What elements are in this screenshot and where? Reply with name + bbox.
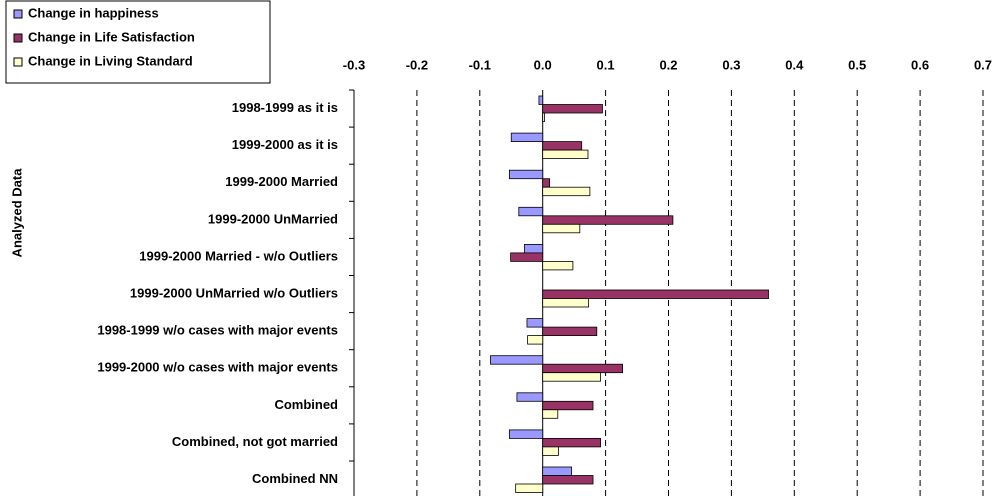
bar	[542, 446, 559, 456]
bar	[542, 112, 545, 122]
bar	[510, 252, 544, 262]
x-tick-label: 0.2	[659, 57, 677, 72]
y-tick-label: Combined	[274, 397, 338, 412]
bar	[542, 466, 573, 476]
bar	[527, 335, 544, 345]
bar	[538, 95, 544, 105]
bar	[542, 326, 598, 337]
bar	[542, 363, 623, 374]
bar	[542, 104, 603, 114]
bar	[542, 186, 591, 197]
y-tick-label: Combined NN	[252, 471, 338, 486]
bar	[542, 215, 674, 225]
bar	[526, 318, 544, 328]
bar	[542, 475, 594, 485]
x-tick-label: 0.1	[597, 57, 615, 72]
bar	[542, 223, 581, 234]
y-axis-label: Analyzed Data	[9, 168, 24, 258]
bar	[542, 298, 590, 308]
x-tick-label: 0.4	[785, 57, 804, 72]
x-tick-label: 0.3	[722, 57, 740, 72]
bar	[490, 355, 544, 365]
bar	[510, 132, 544, 143]
legend-swatch	[13, 9, 23, 19]
bar	[542, 409, 559, 419]
legend-swatch	[13, 57, 23, 67]
y-tick-label: 1998-1999 as it is	[232, 100, 338, 115]
bar	[542, 400, 594, 411]
y-tick-label: 1999-2000 Married - w/o Outliers	[139, 248, 338, 263]
x-tick-label: -0.3	[343, 57, 365, 72]
y-tick-label: Combined, not got married	[172, 434, 338, 449]
legend-label: Change in Living Standard	[28, 53, 193, 68]
legend-swatch	[13, 33, 23, 43]
bar	[508, 169, 544, 180]
x-tick-label: 0.7	[974, 57, 992, 72]
y-tick-label: 1999-2000 as it is	[232, 137, 338, 152]
bar	[542, 289, 769, 299]
bar	[542, 260, 574, 271]
bar	[516, 392, 544, 402]
bar	[542, 141, 583, 151]
legend-label: Change in Life Satisfaction	[28, 29, 195, 44]
y-tick-label: 1999-2000 UnMarried	[208, 211, 338, 226]
bar	[524, 243, 544, 254]
legend-label: Change in happiness	[28, 5, 159, 20]
x-tick-label: 0.0	[534, 57, 552, 72]
y-tick-label: 1999-2000 UnMarried w/o Outliers	[130, 285, 338, 300]
y-tick-label: 1999-2000 w/o cases with major events	[97, 360, 338, 375]
y-tick-label: 1998-1999 w/o cases with major events	[97, 323, 338, 338]
x-tick-label: -0.1	[469, 57, 491, 72]
bar	[518, 206, 544, 217]
bar	[542, 437, 601, 448]
bar	[542, 178, 551, 188]
bar	[508, 429, 544, 439]
y-tick-label: 1999-2000 Married	[225, 174, 338, 189]
x-tick-label: 0.6	[911, 57, 929, 72]
bar	[542, 149, 589, 160]
legend-box	[5, 0, 271, 84]
bar	[542, 372, 601, 382]
bar	[515, 483, 544, 493]
x-tick-label: 0.5	[848, 57, 866, 72]
x-tick-label: -0.2	[406, 57, 428, 72]
